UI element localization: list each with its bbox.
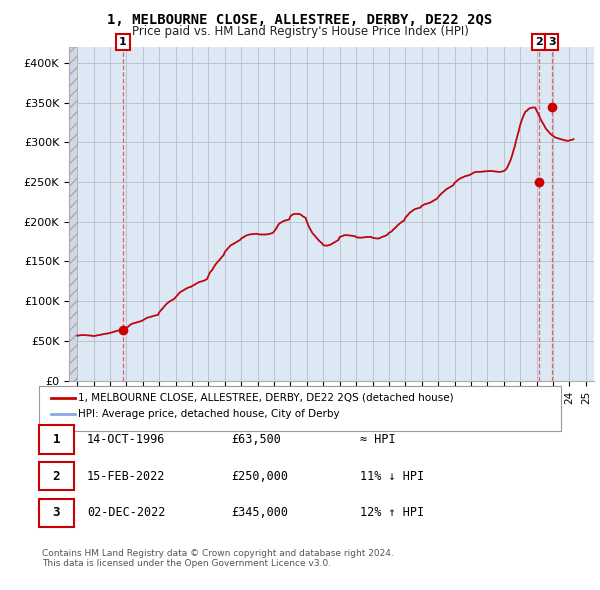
Text: 1, MELBOURNE CLOSE, ALLESTREE, DERBY, DE22 2QS: 1, MELBOURNE CLOSE, ALLESTREE, DERBY, DE… [107, 13, 493, 27]
Text: 2: 2 [535, 37, 542, 47]
Text: 15-FEB-2022: 15-FEB-2022 [87, 470, 166, 483]
Text: ≈ HPI: ≈ HPI [360, 433, 395, 446]
Text: 02-DEC-2022: 02-DEC-2022 [87, 506, 166, 519]
Text: £63,500: £63,500 [231, 433, 281, 446]
Text: Price paid vs. HM Land Registry's House Price Index (HPI): Price paid vs. HM Land Registry's House … [131, 25, 469, 38]
Text: 3: 3 [53, 506, 60, 519]
Text: 11% ↓ HPI: 11% ↓ HPI [360, 470, 424, 483]
Text: Contains HM Land Registry data © Crown copyright and database right 2024.: Contains HM Land Registry data © Crown c… [42, 549, 394, 558]
Text: 14-OCT-1996: 14-OCT-1996 [87, 433, 166, 446]
Text: £250,000: £250,000 [231, 470, 288, 483]
Text: This data is licensed under the Open Government Licence v3.0.: This data is licensed under the Open Gov… [42, 559, 331, 568]
Text: £345,000: £345,000 [231, 506, 288, 519]
Text: 2: 2 [53, 470, 60, 483]
Text: 1: 1 [53, 433, 60, 446]
Text: HPI: Average price, detached house, City of Derby: HPI: Average price, detached house, City… [78, 409, 340, 419]
Text: 3: 3 [548, 37, 556, 47]
Text: 1: 1 [119, 37, 127, 47]
Text: 1, MELBOURNE CLOSE, ALLESTREE, DERBY, DE22 2QS (detached house): 1, MELBOURNE CLOSE, ALLESTREE, DERBY, DE… [78, 393, 454, 403]
Text: 12% ↑ HPI: 12% ↑ HPI [360, 506, 424, 519]
